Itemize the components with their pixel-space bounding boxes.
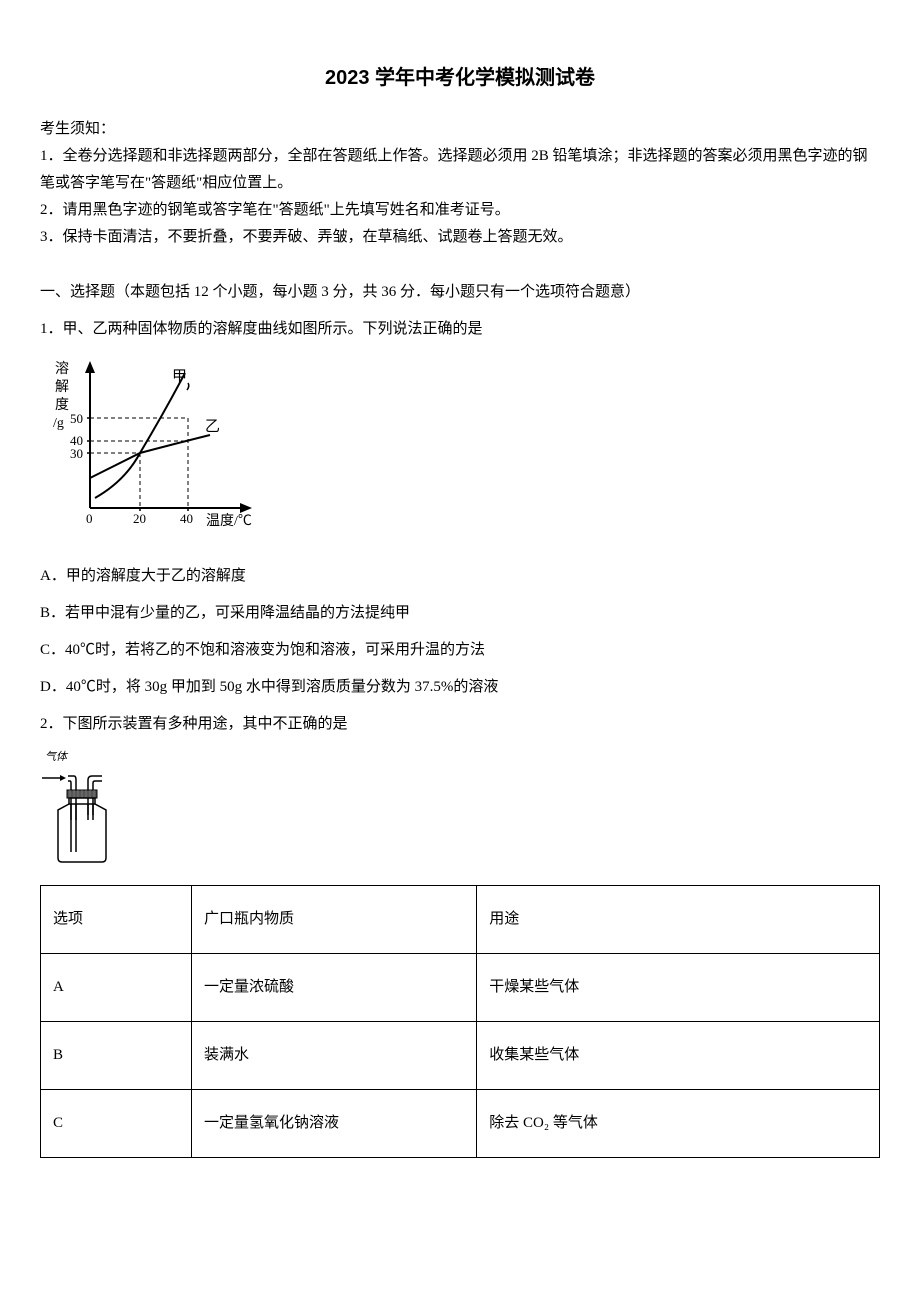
cell-a-substance: 一定量浓硫酸 (192, 953, 477, 1021)
table-row: B 装满水 收集某些气体 (41, 1021, 880, 1089)
table-row: C 一定量氢氧化钠溶液 除去 CO₂ 等气体 (41, 1089, 880, 1157)
svg-text:/g: /g (53, 416, 64, 431)
svg-text:甲: 甲 (172, 369, 187, 385)
gas-label: 气体 (45, 748, 880, 768)
svg-text:30: 30 (70, 446, 83, 461)
cell-b-option: B (41, 1021, 192, 1089)
header-substance: 广口瓶内物质 (192, 885, 477, 953)
notice-item-2: 2．请用黑色字迹的钢笔或答字笔在"答题纸"上先填写姓名和准考证号。 (40, 197, 880, 224)
table-row: A 一定量浓硫酸 干燥某些气体 (41, 953, 880, 1021)
cell-b-use: 收集某些气体 (477, 1021, 880, 1089)
cell-c-use: 除去 CO₂ 等气体 (477, 1089, 880, 1157)
svg-text:温度/℃: 温度/℃ (206, 513, 252, 529)
q1-option-b: B．若甲中混有少量的乙，可采用降温结晶的方法提纯甲 (40, 600, 880, 627)
gas-bottle-diagram: 气体 (40, 748, 880, 875)
notice-item-3: 3．保持卡面清洁，不要折叠，不要弄破、弄皱，在草稿纸、试题卷上答题无效。 (40, 224, 880, 251)
cell-a-use: 干燥某些气体 (477, 953, 880, 1021)
notice-heading: 考生须知： (40, 116, 880, 143)
table-header-row: 选项 广口瓶内物质 用途 (41, 885, 880, 953)
svg-text:50: 50 (70, 411, 83, 426)
solubility-chart: 溶 解 度 /g 50 40 30 0 20 40 温度/℃ (40, 353, 880, 548)
question-2-text: 2．下图所示装置有多种用途，其中不正确的是 (40, 711, 880, 738)
section-1-heading: 一、选择题（本题包括 12 个小题，每小题 3 分，共 36 分．每小题只有一个… (40, 279, 880, 306)
q1-option-d: D．40℃时，将 30g 甲加到 50g 水中得到溶质质量分数为 37.5%的溶… (40, 674, 880, 701)
page-title: 2023 学年中考化学模拟测试卷 (40, 60, 880, 96)
svg-text:20: 20 (133, 511, 146, 526)
svg-text:乙: 乙 (205, 419, 220, 435)
svg-text:0: 0 (86, 511, 93, 526)
header-use: 用途 (477, 885, 880, 953)
svg-text:40: 40 (180, 511, 193, 526)
cell-a-option: A (41, 953, 192, 1021)
svg-text:解: 解 (55, 379, 69, 395)
cell-c-substance: 一定量氢氧化钠溶液 (192, 1089, 477, 1157)
q1-option-c: C．40℃时，若将乙的不饱和溶液变为饱和溶液，可采用升温的方法 (40, 637, 880, 664)
cell-c-option: C (41, 1089, 192, 1157)
svg-text:度: 度 (55, 397, 69, 413)
q1-option-a: A．甲的溶解度大于乙的溶解度 (40, 563, 880, 590)
q2-options-table: 选项 广口瓶内物质 用途 A 一定量浓硫酸 干燥某些气体 B 装满水 收集某些气… (40, 885, 880, 1158)
svg-text:溶: 溶 (55, 361, 69, 377)
notice-item-1: 1．全卷分选择题和非选择题两部分，全部在答题纸上作答。选择题必须用 2B 铅笔填… (40, 143, 880, 197)
header-option: 选项 (41, 885, 192, 953)
question-1-text: 1．甲、乙两种固体物质的溶解度曲线如图所示。下列说法正确的是 (40, 316, 880, 343)
cell-b-substance: 装满水 (192, 1021, 477, 1089)
